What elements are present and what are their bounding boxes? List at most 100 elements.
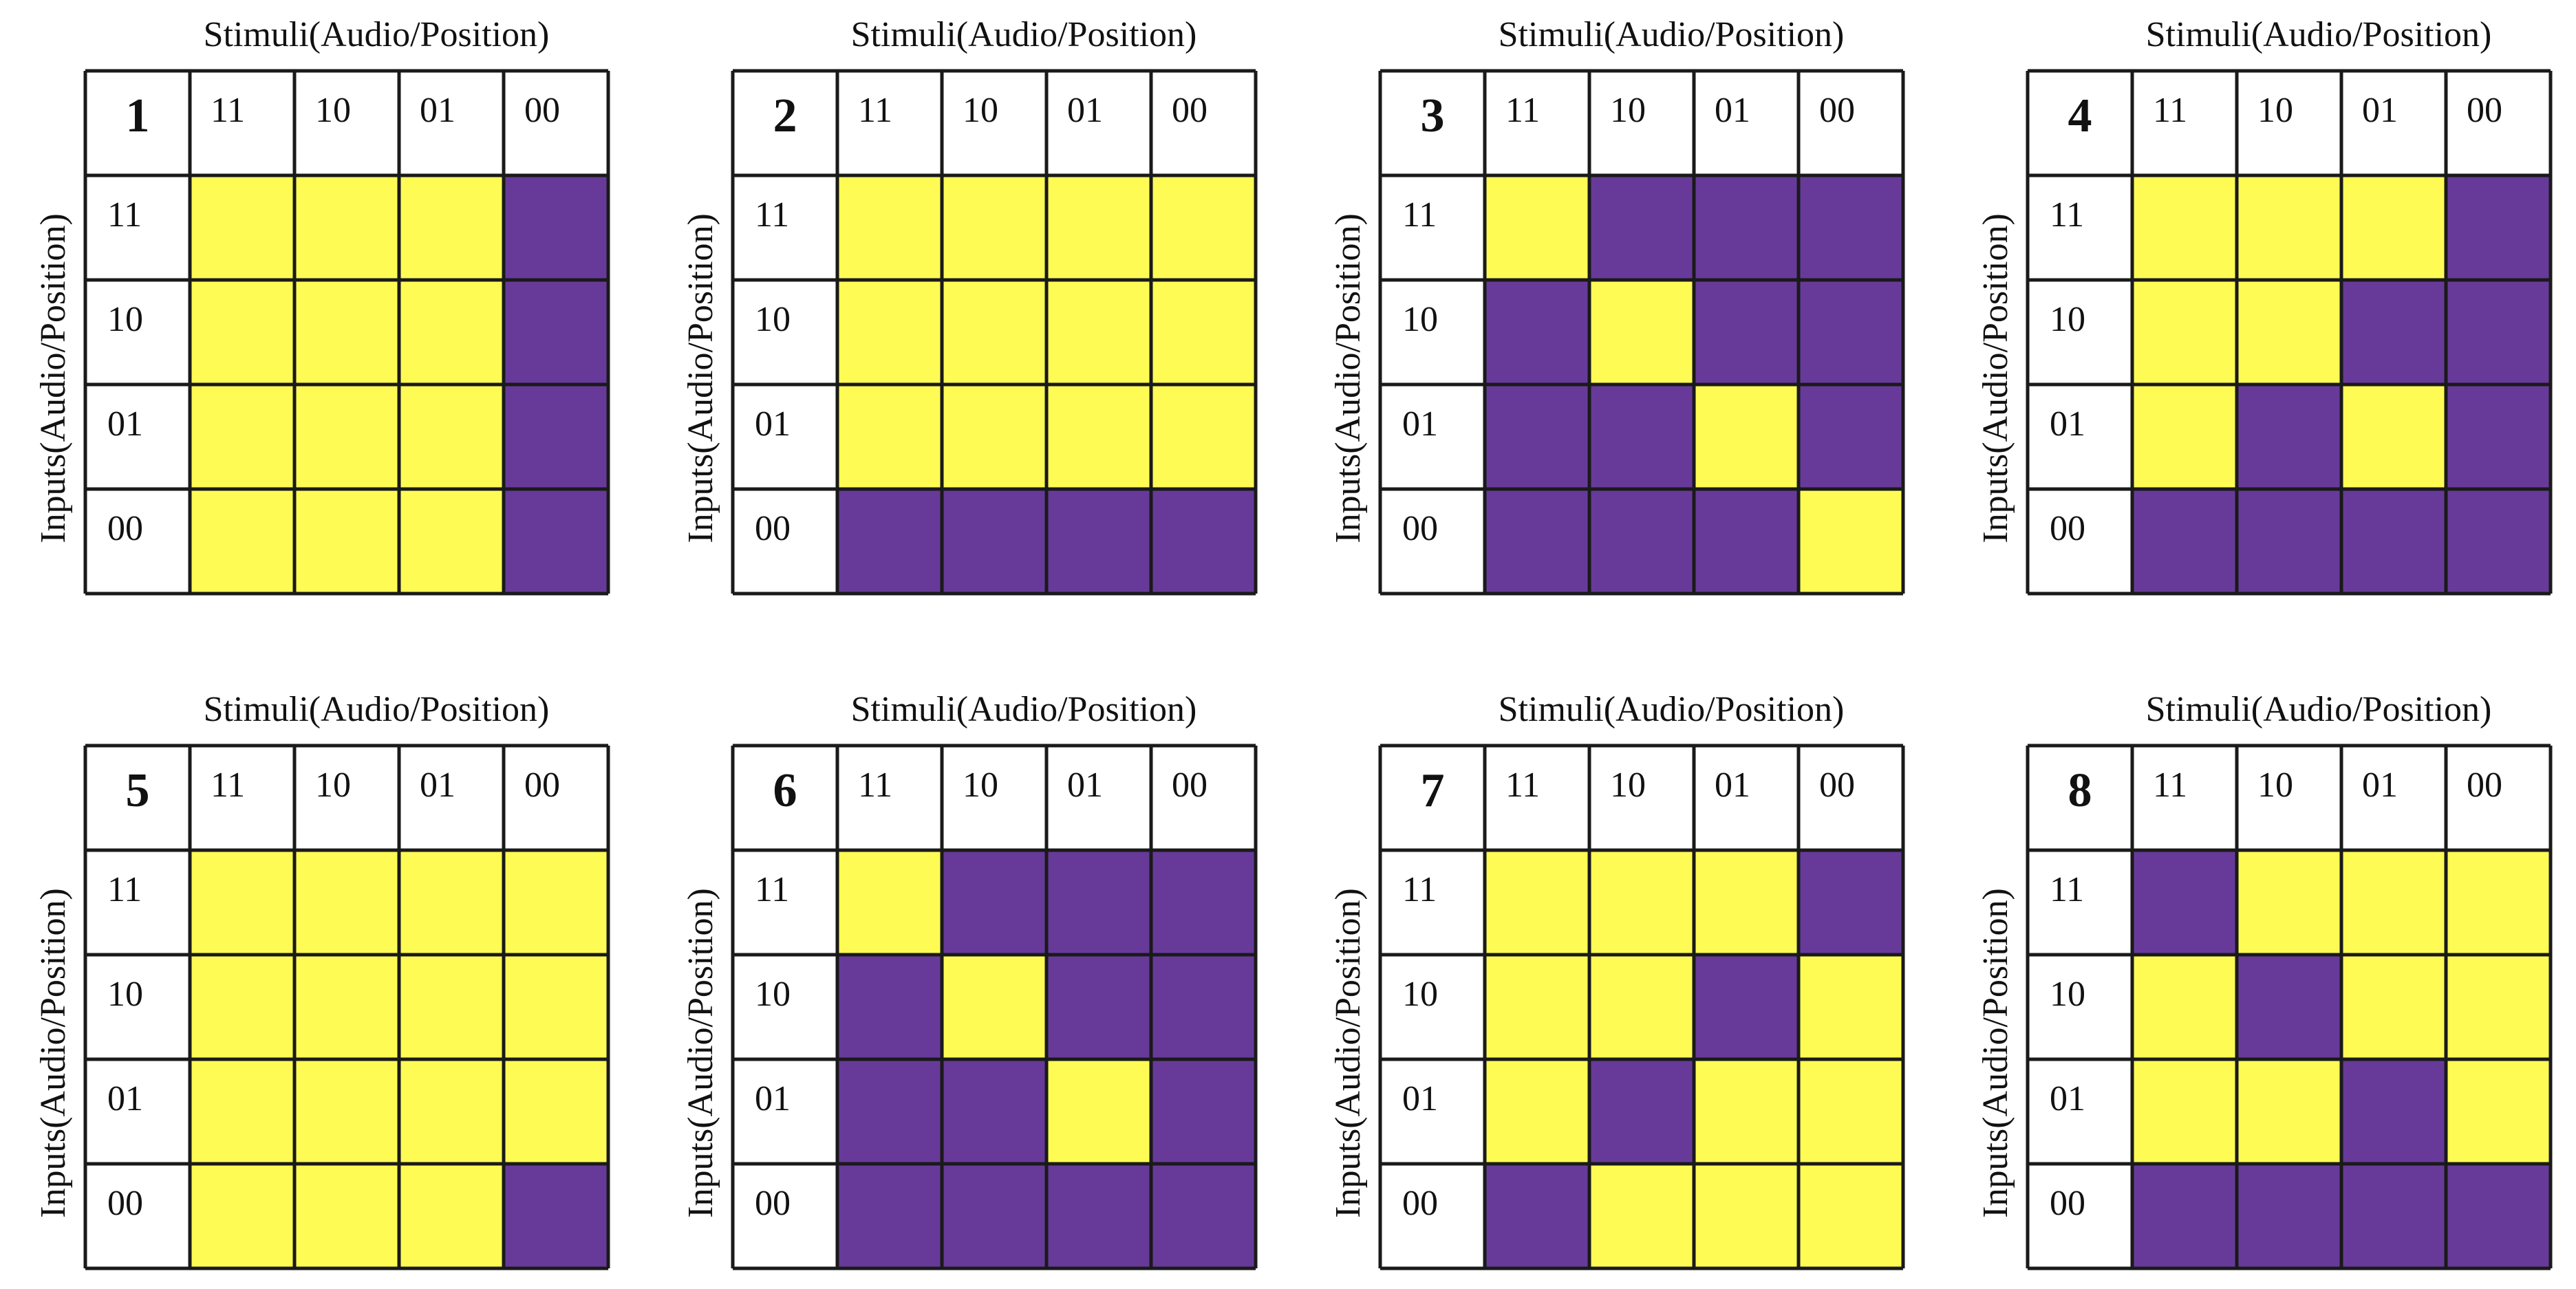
row-label: 10 (1402, 975, 1438, 1014)
inputs-label: Inputs(Audio/Position) (34, 888, 73, 1218)
column-label: 10 (315, 91, 351, 130)
column-label: 00 (1819, 766, 1855, 805)
cell (837, 489, 942, 594)
cell (504, 955, 608, 1059)
cell (294, 384, 399, 489)
row-label: 01 (755, 404, 791, 444)
cell (2341, 175, 2446, 280)
cell (2132, 955, 2237, 1059)
row-label: 11 (107, 870, 142, 909)
cell (1485, 489, 1589, 594)
cell (2446, 850, 2551, 955)
cell (1694, 280, 1799, 384)
column-label: 01 (420, 766, 455, 805)
row-label: 01 (1402, 404, 1438, 444)
cell (294, 850, 399, 955)
inputs-label: Inputs(Audio/Position) (681, 888, 720, 1218)
row-label: 01 (107, 1079, 143, 1118)
cell (837, 955, 942, 1059)
row-label: 10 (755, 300, 791, 339)
cell (1799, 850, 1903, 955)
cell (1589, 955, 1694, 1059)
cell (399, 280, 504, 384)
cell (399, 489, 504, 594)
cell (190, 489, 294, 594)
stimuli-label: Stimuli(Audio/Position) (2146, 15, 2492, 54)
inputs-label: Inputs(Audio/Position) (34, 213, 73, 543)
cell (504, 1164, 608, 1268)
cell (1799, 280, 1903, 384)
cell (1046, 280, 1151, 384)
row-label: 10 (755, 975, 791, 1014)
cell (399, 175, 504, 280)
panel: Stimuli(Audio/Position) Inputs(Audio/Posi… (1329, 690, 1905, 1270)
row-label: 00 (1402, 509, 1438, 548)
panel: Stimuli(Audio/Position) Inputs(Audio/Posi… (1976, 690, 2553, 1270)
column-label: 11 (1505, 766, 1540, 805)
row-label: 11 (107, 195, 142, 235)
column-label: 11 (858, 91, 892, 130)
cell (2237, 955, 2341, 1059)
cell (2132, 384, 2237, 489)
cell (1589, 850, 1694, 955)
column-label: 10 (315, 766, 351, 805)
cell (504, 384, 608, 489)
cell (399, 955, 504, 1059)
cell (190, 955, 294, 1059)
cell (1589, 1164, 1694, 1268)
row-label: 11 (2050, 195, 2084, 235)
cell (2237, 1059, 2341, 1164)
cell (399, 1164, 504, 1268)
inputs-label: Inputs(Audio/Position) (1976, 888, 2015, 1218)
cell (294, 489, 399, 594)
cell (2132, 1164, 2237, 1268)
column-label: 00 (524, 766, 560, 805)
cell (294, 280, 399, 384)
cell (2237, 384, 2341, 489)
cell (1046, 850, 1151, 955)
cell (837, 1059, 942, 1164)
column-label: 01 (2362, 766, 2398, 805)
cell (1694, 175, 1799, 280)
row-label: 10 (107, 975, 143, 1014)
cell (2341, 1164, 2446, 1268)
cell (1485, 850, 1589, 955)
cell (1485, 280, 1589, 384)
cell (1485, 1059, 1589, 1164)
column-label: 10 (2257, 766, 2293, 805)
cell (2132, 850, 2237, 955)
column-label: 11 (858, 766, 892, 805)
cell (399, 384, 504, 489)
column-label: 11 (2153, 766, 2187, 805)
cell (2132, 175, 2237, 280)
cell (1799, 1059, 1903, 1164)
cell (190, 280, 294, 384)
cell (1046, 384, 1151, 489)
cell (2446, 384, 2551, 489)
column-label: 01 (1715, 91, 1750, 130)
column-label: 01 (420, 91, 455, 130)
row-label: 00 (755, 509, 791, 548)
cell (1046, 1059, 1151, 1164)
cell (399, 850, 504, 955)
stimuli-label: Stimuli(Audio/Position) (1499, 690, 1845, 729)
cell (2341, 384, 2446, 489)
cell (2341, 955, 2446, 1059)
cell (1485, 175, 1589, 280)
cell (1694, 955, 1799, 1059)
row-label: 11 (1402, 195, 1437, 235)
panel: Stimuli(Audio/Position) Inputs(Audio/Posi… (34, 15, 610, 596)
cell (1046, 175, 1151, 280)
row-label: 10 (2050, 975, 2085, 1014)
cell (1589, 384, 1694, 489)
cell (2237, 1164, 2341, 1268)
cell (504, 850, 608, 955)
row-label: 00 (2050, 509, 2085, 548)
cell (1694, 1059, 1799, 1164)
cell (190, 384, 294, 489)
cell (1485, 1164, 1589, 1268)
cell (2341, 850, 2446, 955)
cell (837, 384, 942, 489)
cell (2341, 280, 2446, 384)
